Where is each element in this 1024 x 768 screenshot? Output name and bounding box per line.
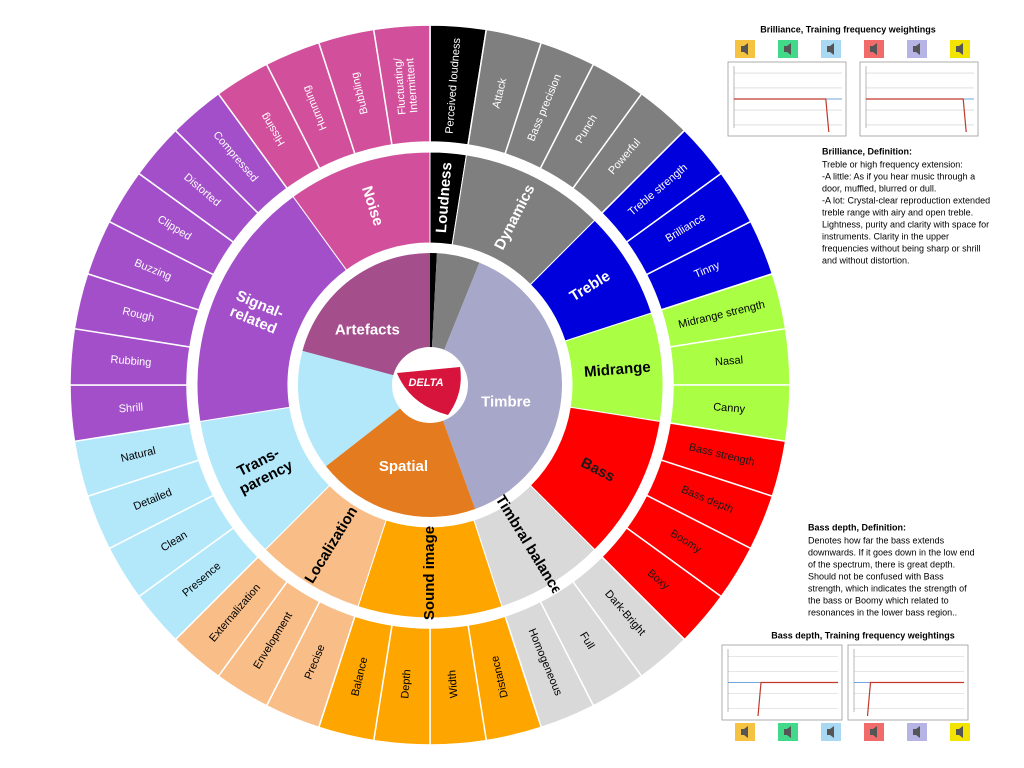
item-label: Depth	[399, 669, 413, 699]
speaker-glyph	[913, 43, 920, 55]
def-text: the bass or Boomy which related to	[808, 595, 949, 605]
item-label: Canny	[713, 401, 746, 415]
graph-line	[866, 98, 967, 133]
speaker-glyph	[956, 726, 963, 738]
item-label-group: Depth	[399, 669, 413, 699]
inner-label: Spatial	[379, 458, 428, 475]
speaker-glyph	[784, 43, 791, 55]
def-text: door, muffled, blurred or dull.	[822, 183, 936, 193]
item-label: Intermittent	[404, 58, 420, 114]
inner-wedge	[430, 262, 563, 510]
speaker-glyph	[827, 43, 834, 55]
def-text: frequencies without being sharp or shril…	[822, 243, 981, 253]
def-text: downwards. If it goes down in the low en…	[808, 547, 975, 557]
def-text: treble range with airy and open treble.	[822, 207, 973, 217]
speaker-glyph	[956, 43, 963, 55]
logo-shield	[397, 367, 461, 415]
group-label-group: Sound image	[421, 526, 438, 620]
group-label: Loudness	[433, 162, 456, 234]
speaker-glyph	[741, 43, 748, 55]
inner-label: Timbre	[481, 394, 531, 411]
def-text: instruments. Clarity in the upper	[822, 231, 949, 241]
group-label: Sound image	[421, 526, 438, 620]
def-text: of the spectrum, there is great depth.	[808, 559, 955, 569]
def-text: -A lot: Crystal-clear reproduction exten…	[822, 195, 990, 205]
speaker-glyph	[741, 726, 748, 738]
item-label-group: Rubbing	[110, 354, 152, 369]
def-text: Should not be confused with Bass	[808, 571, 944, 581]
group-label-group: Loudness	[433, 162, 456, 234]
def-text: -A little: As if you hear music through …	[822, 171, 975, 181]
def-title: Bass depth, Definition:	[808, 522, 906, 532]
item-label-group: Fluctuating/Intermittent	[392, 57, 420, 116]
item-label-group: Width	[446, 670, 460, 699]
chart-title: Bass depth, Training frequency weighting…	[771, 630, 955, 640]
group-label: Midrange	[583, 359, 651, 381]
item-label: Shrill	[118, 402, 143, 416]
group-segment	[196, 195, 348, 423]
item-label: Nasal	[715, 354, 744, 368]
speaker-glyph	[913, 726, 920, 738]
def-text: resonances in the lower bass region..	[808, 607, 957, 617]
speaker-glyph	[827, 726, 834, 738]
chart-title: Brilliance, Training frequency weighting…	[760, 24, 936, 34]
inner-label: Artefacts	[335, 322, 400, 339]
graph-line	[757, 681, 838, 717]
item-label: Fluctuating/	[392, 57, 408, 116]
group-segment	[292, 151, 431, 271]
def-text: strength, which indicates the strength o…	[808, 583, 967, 593]
speaker-glyph	[784, 726, 791, 738]
item-label-group: Shrill	[118, 402, 143, 416]
speaker-glyph	[870, 43, 877, 55]
graph-line	[734, 98, 830, 133]
def-title: Brilliance, Definition:	[822, 146, 912, 156]
item-label: Rubbing	[110, 354, 152, 369]
side-panel: Brilliance, Training frequency weighting…	[721, 24, 990, 741]
item-label-group: Nasal	[715, 354, 744, 368]
group-label-group: Midrange	[583, 359, 651, 381]
def-text: Lightness, purity and clarity with space…	[822, 219, 989, 229]
logo-text: DELTA	[408, 377, 443, 389]
def-text: and without distortion.	[822, 255, 910, 265]
item-segment	[372, 24, 431, 146]
def-text: Denotes how far the bass extends	[808, 535, 945, 545]
inner-wedge	[302, 253, 430, 385]
item-label: Width	[446, 670, 460, 699]
graph-line	[866, 681, 964, 717]
speaker-glyph	[870, 726, 877, 738]
def-text: Treble or high frequency extension:	[822, 159, 963, 169]
item-label-group: Canny	[713, 401, 746, 415]
